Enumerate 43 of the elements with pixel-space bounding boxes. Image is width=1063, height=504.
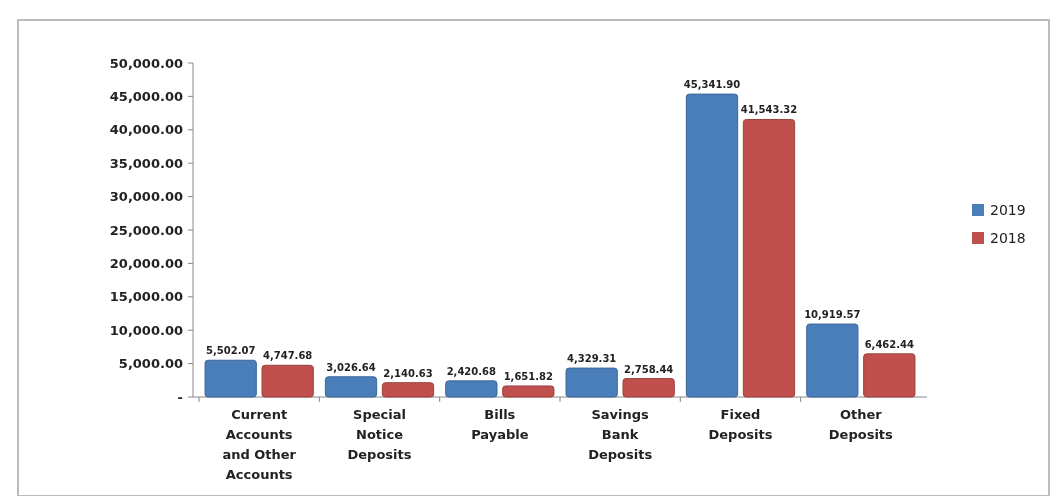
bar: [863, 353, 916, 398]
legend-label: 2019: [990, 201, 1026, 218]
data-label: 41,543.32: [740, 104, 798, 116]
bar: [565, 367, 618, 398]
x-tick-label: Bills Payable: [471, 407, 529, 442]
data-label: 2,140.63: [383, 367, 433, 379]
y-tick-label: 10,000.00: [109, 322, 183, 338]
data-label: 2,420.68: [446, 365, 497, 377]
bar: [742, 118, 796, 398]
bar: [204, 359, 257, 398]
y-tick-label: 45,000.00: [109, 88, 183, 104]
data-label: 3,026.64: [326, 361, 376, 373]
bar: [502, 385, 555, 398]
bar: [381, 382, 435, 398]
y-tick-label: -: [177, 389, 183, 405]
y-tick-label: 35,000.00: [109, 155, 183, 171]
y-tick-label: 30,000.00: [109, 189, 183, 205]
x-tick-label: Fixed Deposits: [708, 407, 773, 442]
data-label: 4,747.68: [263, 350, 313, 362]
x-tick-label: Current Accounts and Other Accounts: [222, 407, 297, 482]
y-tick-label: 15,000.00: [109, 289, 183, 305]
data-label: 10,919.57: [804, 309, 861, 321]
x-tick-label: Other Deposits: [828, 407, 894, 442]
data-label: 45,341.90: [683, 79, 741, 91]
bar: [685, 93, 739, 398]
data-label: 4,329.31: [566, 353, 617, 365]
bar: [806, 323, 859, 398]
data-label: 1,651.82: [503, 370, 554, 382]
bar: [445, 380, 498, 398]
data-label: 5,502.07: [206, 345, 256, 357]
x-tick-label: Savings Bank Deposits: [588, 407, 653, 462]
x-tick-label: Special Notice Deposits: [347, 407, 412, 462]
y-tick-label: 50,000.00: [109, 55, 183, 71]
y-tick-label: 5,000.00: [118, 356, 183, 372]
data-label: 2,758.44: [623, 363, 674, 375]
bar: [324, 376, 378, 398]
y-tick-label: 25,000.00: [109, 222, 183, 238]
bar: [261, 364, 314, 398]
data-label: 6,462.44: [864, 338, 915, 350]
y-tick-label: 40,000.00: [109, 122, 183, 138]
bar: [622, 378, 675, 398]
legend-label: 2018: [990, 229, 1026, 246]
y-tick-label: 20,000.00: [109, 255, 183, 271]
